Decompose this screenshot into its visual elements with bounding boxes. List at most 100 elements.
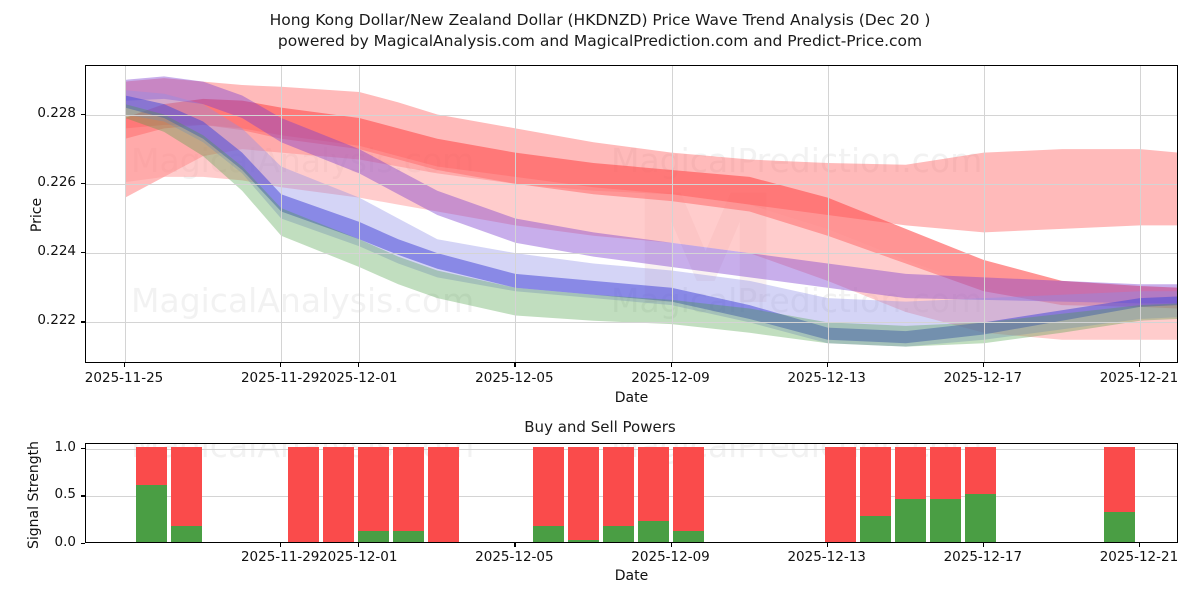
price-wave-plot: MagicalAnalysis.com MagicalPrediction.co… (85, 65, 1178, 363)
price-ytick-label-0: 0.222 (37, 312, 76, 329)
bars-xtick-label-6: 2025-12-21 (1099, 549, 1179, 565)
bars-xtick-mark-3 (670, 543, 672, 547)
price-xtick-mark-7 (1138, 363, 1141, 367)
signal-bar[interactable] (965, 446, 996, 542)
buy-power-segment (1104, 511, 1135, 542)
buy-power-segment (860, 516, 891, 542)
buy-power-segment (895, 499, 926, 542)
signal-bar[interactable] (895, 446, 926, 542)
band-red-lower-band (125, 124, 1177, 340)
sell-power-segment (358, 446, 389, 531)
signal-bar[interactable] (930, 446, 961, 542)
bars-xtick-label-1: 2025-12-01 (319, 549, 398, 565)
sell-power-segment (930, 446, 961, 500)
title-line-2: powered by MagicalAnalysis.com and Magic… (277, 32, 923, 50)
bars-ytick-label-0: 0.0 (54, 534, 76, 550)
buy-power-segment (603, 525, 634, 542)
signal-bar[interactable] (358, 446, 389, 542)
price-gridline-v-3 (515, 66, 517, 362)
signal-bar[interactable] (393, 446, 424, 542)
price-xtick-mark-5 (826, 363, 828, 367)
sell-power-segment (603, 446, 634, 526)
signal-bar[interactable] (323, 446, 354, 542)
price-ytick-mark-2 (81, 182, 85, 184)
price-x-axis-title: Date (614, 390, 649, 406)
price-xtick-label-1: 2025-11-29 (240, 370, 320, 386)
bars-ytick-mark-2 (81, 447, 85, 449)
bars-xtick-label-3: 2025-12-09 (631, 549, 710, 565)
price-gridline-h-2 (86, 183, 1177, 185)
price-xtick-label-7: 2025-12-21 (1099, 370, 1179, 386)
bars-xtick-label-5: 2025-12-17 (943, 549, 1023, 565)
sell-power-segment (1104, 446, 1135, 512)
bars-xtick-label-4: 2025-12-13 (787, 549, 866, 565)
bars-xtick-mark-5 (982, 543, 984, 547)
price-xtick-label-6: 2025-12-17 (943, 370, 1023, 386)
buy-power-segment (171, 525, 202, 542)
signal-bar[interactable] (568, 446, 599, 542)
bars-xtick-label-2: 2025-12-05 (475, 549, 554, 565)
buy-power-segment (393, 530, 424, 542)
signal-bar[interactable] (1104, 446, 1135, 542)
price-ytick-label-2: 0.226 (37, 173, 76, 190)
bars-ytick-label-1: 0.5 (54, 486, 76, 503)
sell-power-segment (895, 446, 926, 500)
price-xtick-mark-4 (670, 363, 672, 367)
signal-bar[interactable] (136, 446, 167, 542)
band-red-outer-band (125, 78, 1177, 233)
buy-power-segment (965, 494, 996, 542)
bars-xtick-mark-2 (514, 543, 516, 547)
buy-power-segment (533, 525, 564, 542)
signal-bar[interactable] (533, 446, 564, 542)
price-gridline-v-1 (281, 66, 283, 362)
buy-power-segment (673, 530, 704, 542)
sell-power-segment (288, 446, 319, 542)
price-xtick-mark-3 (514, 363, 516, 367)
signal-bar[interactable] (673, 446, 704, 542)
price-xtick-label-5: 2025-12-13 (787, 370, 866, 386)
bars-title: Buy and Sell Powers (524, 418, 676, 436)
signal-bar[interactable] (288, 446, 319, 542)
sell-power-segment (136, 446, 167, 485)
price-xtick-mark-2 (358, 363, 360, 367)
price-xtick-mark-6 (982, 363, 984, 367)
price-ytick-mark-0 (81, 321, 85, 323)
price-band-layer (125, 76, 1177, 347)
sell-power-segment (323, 446, 354, 542)
sell-power-segment (393, 446, 424, 531)
band-blue-core-band (125, 95, 1177, 344)
price-ytick-mark-3 (81, 113, 85, 115)
price-xtick-mark-1 (280, 363, 282, 367)
signal-bar[interactable] (860, 446, 891, 542)
sell-power-segment (673, 446, 704, 531)
price-gridline-v-5 (827, 66, 829, 362)
signal-bar[interactable] (825, 446, 856, 542)
page-title: Hong Kong Dollar/New Zealand Dollar (HKD… (0, 10, 1200, 52)
signal-bar[interactable] (638, 446, 669, 542)
buy-power-segment (638, 521, 669, 542)
signal-bar[interactable] (171, 446, 202, 542)
sell-power-segment (533, 446, 564, 526)
price-ytick-label-3: 0.228 (37, 104, 76, 121)
buy-power-segment (358, 530, 389, 542)
bars-xtick-mark-6 (1138, 543, 1141, 547)
price-gridline-h-0 (86, 322, 1177, 324)
title-line-1: Hong Kong Dollar/New Zealand Dollar (HKD… (269, 11, 931, 29)
price-gridline-v-4 (671, 66, 673, 362)
price-gridline-v-6 (983, 66, 985, 362)
bars-xtick-mark-0 (280, 543, 282, 547)
price-gridline-h-3 (86, 114, 1177, 116)
bars-xtick-mark-4 (826, 543, 828, 547)
signal-bar[interactable] (428, 446, 459, 542)
sell-power-segment (171, 446, 202, 526)
buy-sell-powers-plot: MagicalAnalysis.com MagicalPrediction.co… (85, 443, 1178, 543)
price-xtick-label-2: 2025-12-01 (319, 370, 398, 386)
bars-x-axis-title: Date (614, 568, 649, 584)
price-xtick-label-0: 2025-11-25 (84, 370, 164, 386)
price-ytick-mark-1 (81, 252, 85, 254)
price-gridline-h-1 (86, 253, 1177, 255)
price-gridline-v-7 (1140, 66, 1141, 362)
signal-bar[interactable] (603, 446, 634, 542)
bars-xtick-mark-1 (358, 543, 360, 547)
price-ytick-label-1: 0.224 (37, 243, 76, 260)
